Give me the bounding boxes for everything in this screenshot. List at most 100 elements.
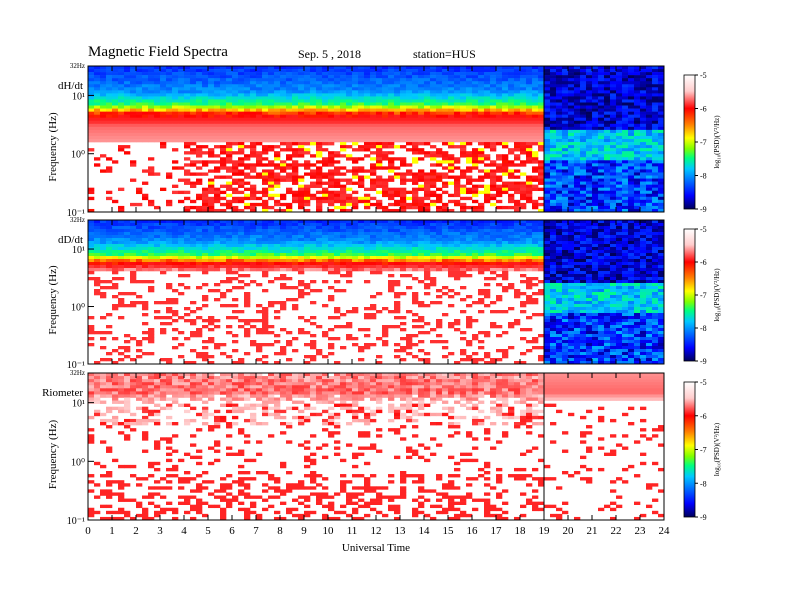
heatmap-cell [436, 102, 443, 106]
heatmap-cell [334, 232, 341, 236]
heatmap-cell [424, 81, 431, 85]
heatmap-cell [586, 250, 593, 254]
heatmap-cell [190, 244, 197, 248]
heatmap-cell [406, 72, 413, 76]
heatmap-cell [208, 120, 215, 125]
heatmap-cell [154, 75, 161, 79]
heatmap-cell [526, 157, 533, 161]
heatmap-cell [574, 117, 581, 122]
heatmap-cell [340, 184, 347, 188]
heatmap-cell [454, 120, 461, 125]
heatmap-cell [178, 102, 185, 106]
heatmap-cell [400, 202, 407, 207]
heatmap-cell [454, 117, 461, 122]
heatmap-cell [316, 232, 323, 236]
heatmap-cell [454, 145, 461, 149]
heatmap-cell [592, 202, 599, 207]
heatmap-cell [388, 175, 395, 179]
heatmap-cell [376, 148, 383, 152]
heatmap-cell [250, 99, 257, 103]
heatmap-cell [262, 226, 269, 230]
heatmap-cell [640, 99, 647, 103]
heatmap-cell [148, 120, 155, 125]
heatmap-cell [490, 175, 497, 179]
heatmap-cell [376, 84, 383, 88]
heatmap-cell [622, 247, 629, 251]
heatmap-cell [292, 250, 299, 254]
heatmap-cell [520, 135, 527, 140]
heatmap-cell [622, 78, 629, 82]
heatmap-cell [532, 247, 539, 251]
heatmap-cell [118, 87, 125, 91]
heatmap-cell [358, 96, 365, 100]
heatmap-cell [574, 157, 581, 161]
heatmap-cell [340, 196, 347, 201]
heatmap-cell [478, 178, 485, 182]
heatmap-cell [580, 220, 587, 224]
heatmap-cell [298, 253, 305, 257]
heatmap-cell [340, 108, 347, 112]
heatmap-cell [604, 120, 611, 125]
heatmap-cell [556, 102, 563, 106]
heatmap-cell [160, 96, 167, 100]
heatmap-cell [406, 232, 413, 236]
heatmap-cell [190, 172, 197, 176]
heatmap-cell [208, 129, 215, 134]
heatmap-cell [346, 96, 353, 100]
heatmap-cell [400, 193, 407, 198]
heatmap-cell [214, 208, 221, 213]
heatmap-cell [298, 111, 305, 115]
heatmap-cell [562, 190, 569, 195]
heatmap-cell [646, 145, 653, 149]
heatmap-cell [172, 78, 179, 82]
heatmap-cell [604, 78, 611, 82]
heatmap-cell [244, 154, 251, 158]
heatmap-cell [394, 199, 401, 204]
heatmap-cell [562, 105, 569, 109]
heatmap-cell [340, 135, 347, 140]
heatmap-cell [322, 235, 329, 239]
heatmap-cell [340, 123, 347, 128]
heatmap-cell [220, 93, 227, 97]
heatmap-cell [190, 96, 197, 100]
heatmap-cell [448, 253, 455, 257]
heatmap-cell [562, 220, 569, 224]
heatmap-cell [604, 84, 611, 88]
heatmap-cell [400, 90, 407, 94]
heatmap-cell [298, 135, 305, 140]
heatmap-cell [184, 90, 191, 94]
heatmap-cell [532, 235, 539, 239]
heatmap-cell [148, 229, 155, 233]
heatmap-cell [526, 139, 533, 143]
heatmap-cell [616, 172, 623, 176]
heatmap-cell [574, 247, 581, 251]
heatmap-cell [472, 250, 479, 254]
heatmap-cell [658, 108, 665, 112]
heatmap-cell [136, 105, 143, 109]
heatmap-cell [184, 75, 191, 79]
heatmap-cell [634, 193, 641, 198]
heatmap-cell [544, 193, 551, 198]
heatmap-cell [514, 126, 521, 131]
heatmap-cell [130, 232, 137, 236]
heatmap-cell [370, 102, 377, 106]
heatmap-cell [94, 105, 101, 109]
heatmap-cell [310, 244, 317, 248]
heatmap-cell [262, 247, 269, 251]
heatmap-cell [466, 160, 473, 164]
heatmap-cell [244, 196, 251, 201]
heatmap-cell [658, 81, 665, 85]
heatmap-cell [196, 241, 203, 245]
heatmap-cell [484, 72, 491, 76]
heatmap-cell [328, 232, 335, 236]
heatmap-cell [556, 66, 563, 70]
heatmap-cell [214, 72, 221, 76]
heatmap-cell [586, 154, 593, 158]
heatmap-cell [142, 223, 149, 227]
heatmap-cell [442, 99, 449, 103]
heatmap-cell [100, 232, 107, 236]
heatmap-cell [628, 66, 635, 70]
heatmap-cell [556, 202, 563, 207]
heatmap-cell [550, 117, 557, 122]
heatmap-cell [220, 220, 227, 224]
